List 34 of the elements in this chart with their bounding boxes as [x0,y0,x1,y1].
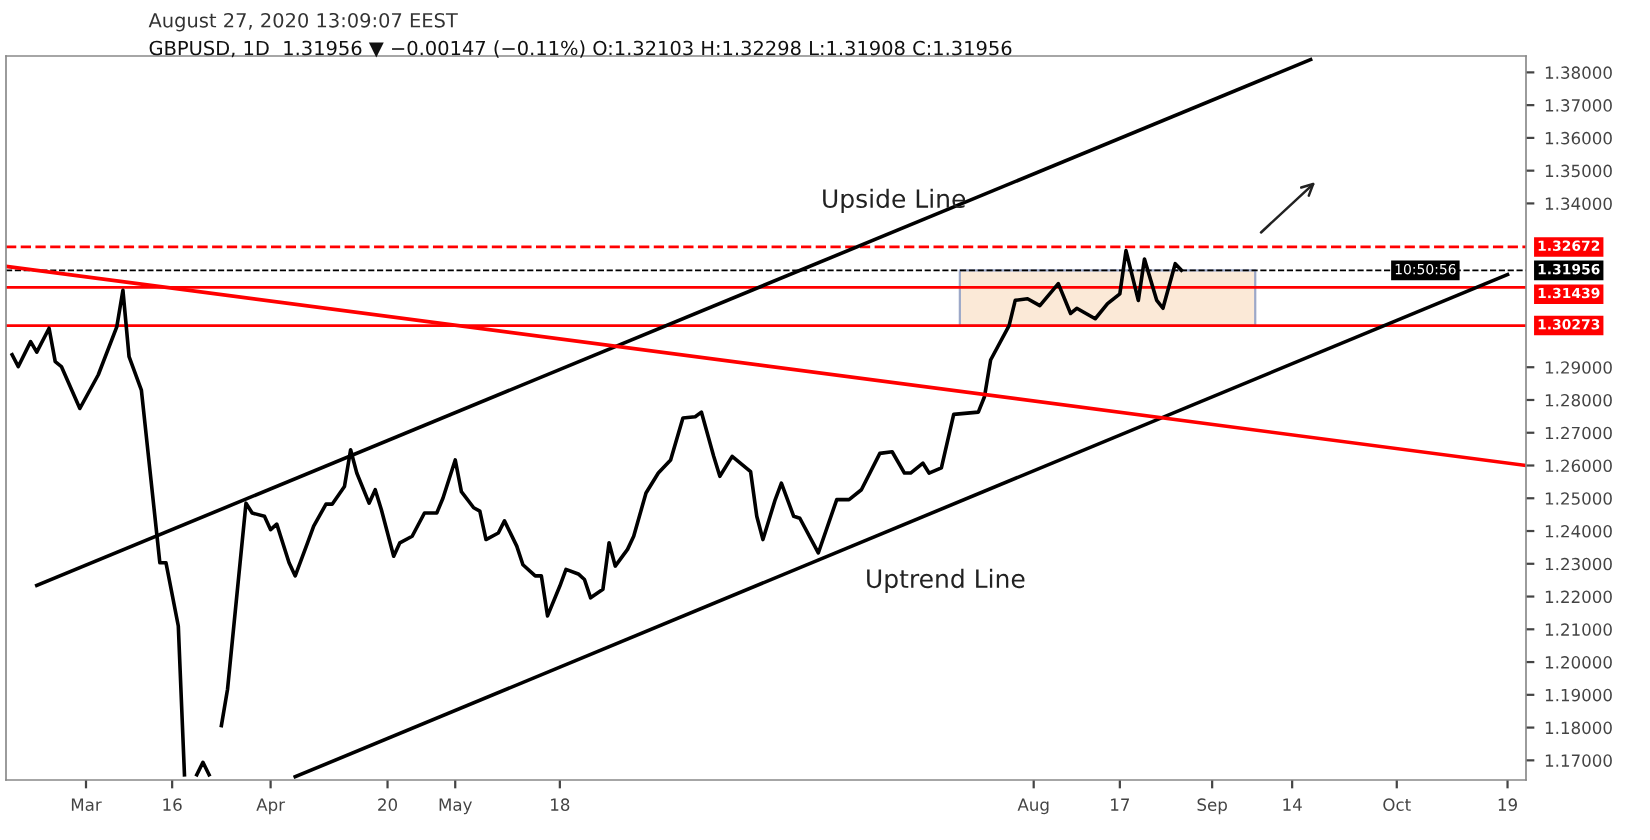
y-tick-label: 1.34000 [1545,197,1612,210]
annotation: Upside Line [823,188,966,213]
y-tick-label: 1.36000 [1545,131,1612,145]
y-tick-label: 1.28000 [1545,393,1612,407]
x-tick-label: 17 [1111,798,1130,811]
x-tick-label: 20 [378,798,398,811]
y-tick-label: 1.22000 [1545,590,1612,604]
x-tick-label: 14 [1283,798,1302,811]
y-tick-label: 1.26000 [1545,459,1612,473]
y-tick-label: 1.38000 [1545,66,1612,79]
y-tick-label: 1.35000 [1545,164,1612,178]
chart-title: GBPUSD, 1D 1.31956 ▼ −0.00147 (−0.11%) O:1.32103 H:1.32298 L:1.31908 C:1.31956 [149,40,1012,58]
y-tick-label: 1.24000 [1545,524,1612,538]
y-tick-label: 1.29000 [1545,361,1612,374]
y-tick-label: 1.18000 [1545,721,1612,735]
x-tick-label: May [439,798,472,815]
y-tick-label: 1.27000 [1545,426,1612,440]
x-tick-label: Oct [1383,798,1411,811]
y-tick-label: 1.25000 [1545,492,1612,505]
y-tick-label: 1.20000 [1545,656,1612,669]
x-tick-label: 16 [163,798,182,811]
chart-subtitle: August 27, 2020 13:09:07 EEST [148,12,458,32]
x-tick-label: 18 [551,798,570,811]
y-tick-label: 1.19000 [1545,688,1612,702]
y-tick-label: 1.17000 [1545,754,1612,767]
annotation: Uptrend Line [867,568,1025,593]
x-tick-label: 19 [1498,798,1517,811]
y-tick-label: 1.23000 [1545,557,1612,571]
x-tick-label: Aug [1017,798,1049,815]
x-tick-label: Mar [71,798,102,811]
x-tick-label: Apr [256,798,286,815]
y-tick-label: 1.21000 [1545,623,1612,636]
y-tick-label: 1.37000 [1545,99,1612,112]
x-tick-label: Sep [1197,798,1227,815]
